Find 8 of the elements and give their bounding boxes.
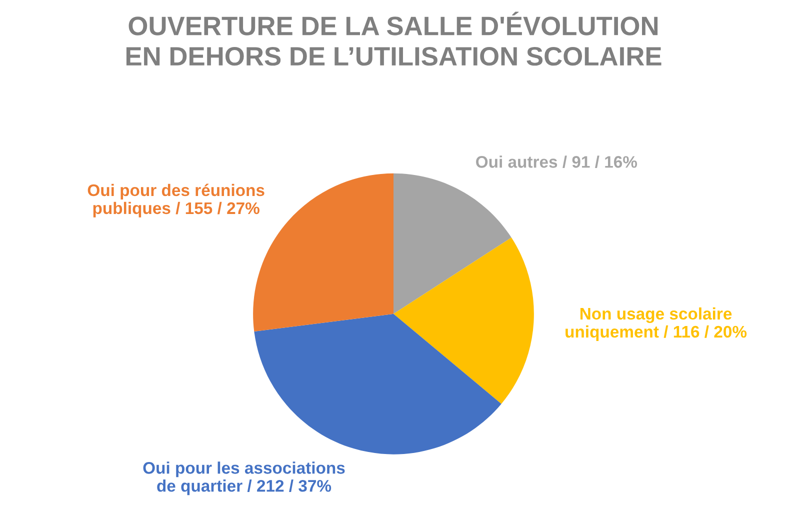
slice-label: Oui pour des réunions publiques / 155 / 27%	[88, 184, 264, 218]
slice-label: Oui autres / 91 / 16%	[476, 156, 638, 168]
slice-label: Oui pour les associations de quartier / 212 / 37%	[143, 462, 345, 496]
pie-slice	[394, 238, 534, 404]
pie-slice	[394, 173, 512, 314]
slice-label: Non usage scolaire uniquement / 116 / 20%	[566, 307, 747, 341]
pie-slice	[254, 314, 502, 454]
chart-title: OUVERTURE DE LA SALLE D'ÉVOLUTION EN DEHORS DE L’UTILISATION SCOLAIRE	[126, 12, 662, 66]
